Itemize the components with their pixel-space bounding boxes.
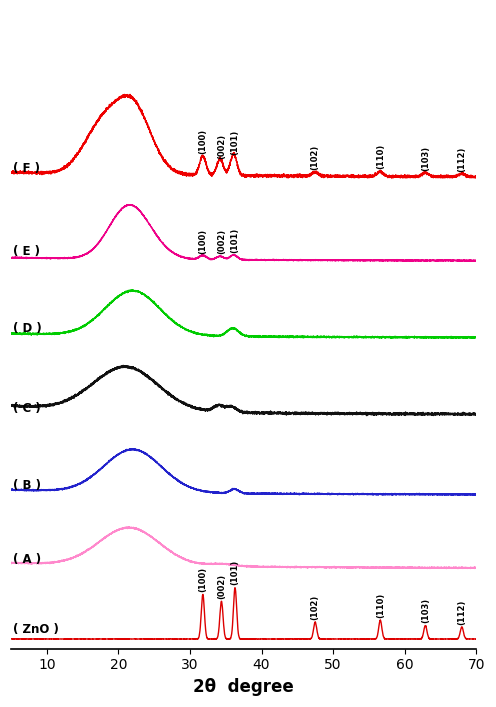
Text: (112): (112) (457, 146, 466, 172)
Text: (110): (110) (376, 592, 385, 618)
Text: ( D ): ( D ) (13, 322, 42, 335)
Text: (101): (101) (231, 129, 240, 155)
Text: (002): (002) (217, 134, 226, 160)
Text: (101): (101) (231, 228, 240, 253)
Text: (002): (002) (217, 573, 226, 599)
Text: (100): (100) (198, 567, 207, 592)
Text: (103): (103) (421, 598, 430, 623)
Text: (110): (110) (376, 144, 385, 170)
Text: (102): (102) (310, 145, 319, 170)
Text: (101): (101) (231, 560, 240, 585)
Text: (112): (112) (457, 599, 466, 624)
Text: (102): (102) (310, 595, 319, 619)
Text: ( C ): ( C ) (13, 402, 41, 416)
Text: ( ZnO ): ( ZnO ) (13, 624, 59, 636)
Text: ( F ): ( F ) (13, 162, 40, 175)
Text: (100): (100) (198, 228, 207, 254)
X-axis label: 2θ  degree: 2θ degree (193, 678, 294, 696)
Text: ( B ): ( B ) (13, 479, 41, 492)
Text: ( A ): ( A ) (13, 553, 41, 566)
Text: (103): (103) (421, 146, 430, 171)
Text: ( E ): ( E ) (13, 245, 40, 259)
Text: (002): (002) (217, 229, 226, 255)
Text: (100): (100) (198, 129, 207, 154)
